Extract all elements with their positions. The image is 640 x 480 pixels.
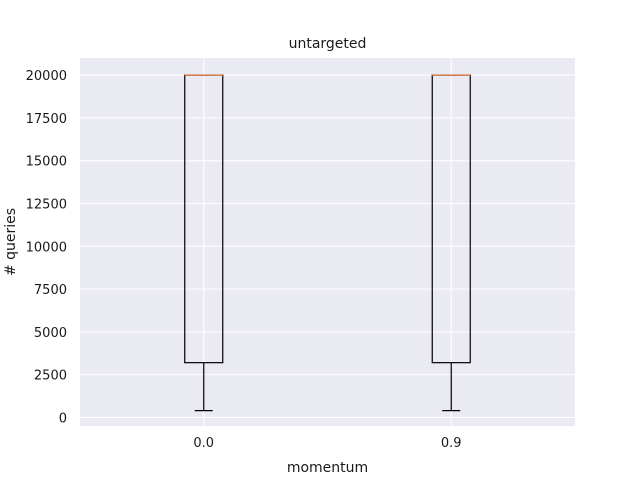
- box-series: [184, 74, 471, 412]
- y-tick-label: 2500: [34, 369, 67, 384]
- x-tick-label: 0.0: [193, 436, 214, 451]
- box-0.9: [431, 74, 471, 412]
- y-tick-label: 17500: [26, 112, 67, 127]
- y-tick-label: 0: [59, 411, 67, 426]
- y-axis-ticks: 0 2500 5000 7500 10000 12500 15000 17500 20000: [26, 69, 67, 426]
- y-tick-label: 10000: [26, 240, 67, 255]
- box-0.0: [184, 74, 224, 412]
- y-tick-label: 15000: [26, 155, 67, 170]
- plot-area: [80, 58, 575, 426]
- y-axis-label: # queries: [3, 208, 19, 276]
- y-tick-label: 5000: [34, 326, 67, 341]
- y-tick-label: 12500: [26, 197, 67, 212]
- y-tick-label: 20000: [26, 69, 67, 84]
- chart-title: untargeted: [289, 36, 367, 52]
- x-axis-label: momentum: [287, 460, 368, 476]
- x-tick-label: 0.9: [441, 436, 462, 451]
- x-axis-ticks: 0.0 0.9: [193, 436, 461, 451]
- y-tick-label: 7500: [34, 283, 67, 298]
